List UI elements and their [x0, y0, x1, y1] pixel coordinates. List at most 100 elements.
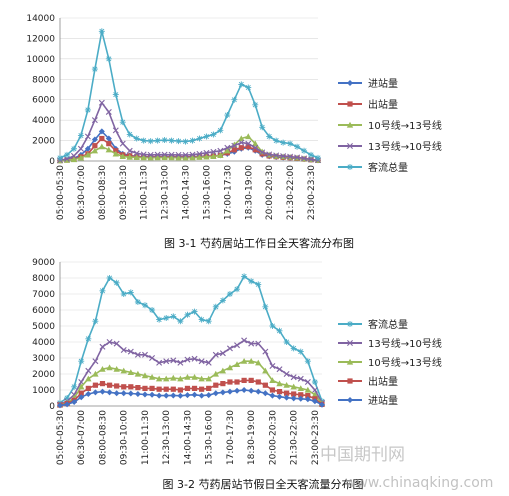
data-point	[106, 382, 113, 388]
data-point	[91, 66, 98, 73]
data-point	[248, 387, 255, 394]
data-point	[77, 132, 84, 139]
data-point	[319, 401, 325, 408]
x-axis-ticks-1: 05:00-05:30 06:30-07:00 08:00-08:30 09:30-1…	[56, 165, 317, 220]
data-point	[294, 154, 301, 161]
data-point	[191, 391, 198, 398]
data-point	[203, 149, 210, 156]
data-point	[163, 358, 170, 365]
data-point	[92, 370, 99, 377]
data-point	[71, 399, 78, 405]
y-tick-label: 8000	[32, 75, 55, 85]
data-point	[154, 137, 161, 144]
data-point	[219, 297, 226, 304]
data-point	[255, 359, 262, 366]
data-point	[196, 135, 203, 142]
y-tick-label: 2000	[32, 370, 55, 380]
data-point	[134, 299, 141, 305]
watermark: 中国期刊网 www.chinaqking.com	[320, 445, 493, 491]
data-point	[106, 339, 113, 345]
data-point	[184, 374, 191, 380]
data-point	[252, 147, 258, 153]
data-point	[252, 144, 259, 151]
data-point	[147, 138, 154, 145]
data-point	[84, 133, 91, 140]
data-point	[119, 119, 126, 126]
data-point	[241, 387, 248, 393]
data-point	[149, 355, 156, 361]
data-point	[92, 143, 98, 149]
data-point	[127, 348, 134, 355]
data-point	[311, 379, 318, 385]
data-point	[126, 147, 133, 154]
x-tick-label: 12:30-13:00	[162, 410, 172, 465]
data-point	[290, 383, 297, 390]
data-point	[175, 138, 182, 145]
data-point	[113, 390, 120, 397]
y-tick-label: 4000	[32, 338, 55, 348]
data-point	[84, 106, 91, 113]
data-point	[226, 291, 233, 297]
y-tick-label: 10000	[26, 55, 55, 65]
data-point	[203, 153, 210, 160]
series-进站量	[57, 387, 325, 409]
legend-item: 进站量	[338, 77, 398, 90]
data-point	[262, 303, 269, 310]
data-point	[248, 340, 255, 347]
data-point	[99, 381, 106, 387]
data-point	[85, 367, 92, 374]
data-point	[148, 374, 156, 380]
data-point	[105, 108, 112, 115]
x-tick-label: 21:30-22:00	[286, 165, 296, 220]
data-point	[70, 156, 78, 163]
data-point	[64, 395, 71, 401]
data-point	[140, 137, 147, 144]
x-tick-label: 08:00-08:30	[98, 410, 108, 465]
data-point	[273, 152, 280, 159]
data-point	[119, 153, 126, 160]
legend-marker	[347, 321, 353, 327]
x-tick-label: 06:30-07:00	[77, 410, 87, 465]
data-point	[113, 279, 120, 286]
data-point	[233, 361, 241, 367]
data-point	[238, 81, 245, 88]
legend-marker	[347, 378, 353, 384]
data-point	[141, 372, 149, 379]
data-point	[191, 308, 198, 315]
data-point	[113, 340, 120, 347]
data-point	[170, 357, 177, 364]
data-point	[191, 385, 198, 391]
data-point	[163, 315, 170, 321]
data-point	[141, 351, 148, 358]
series-line	[59, 135, 319, 162]
data-point	[161, 151, 168, 158]
y-tick-label: 0	[49, 157, 55, 167]
data-point	[238, 135, 245, 142]
data-point	[191, 374, 198, 380]
x-tick-label: 21:30-22:00	[290, 410, 300, 465]
data-point	[161, 137, 168, 144]
data-point	[247, 358, 255, 364]
data-point	[77, 145, 84, 152]
data-point	[127, 289, 134, 296]
data-point	[182, 151, 189, 158]
plot-area-1	[60, 18, 320, 161]
data-point	[212, 351, 219, 358]
data-point	[163, 375, 170, 382]
data-point	[245, 84, 252, 91]
data-point	[191, 355, 198, 362]
data-point	[255, 340, 262, 347]
data-point	[262, 382, 268, 388]
data-point	[298, 392, 304, 398]
data-point	[231, 96, 238, 103]
y-tick-label: 0	[49, 402, 55, 412]
data-point	[133, 150, 140, 157]
data-point	[92, 389, 99, 396]
data-point	[182, 154, 189, 161]
data-point	[297, 375, 304, 382]
data-point	[196, 150, 203, 157]
data-point	[210, 131, 217, 138]
legend-item: 进站量	[338, 394, 398, 407]
